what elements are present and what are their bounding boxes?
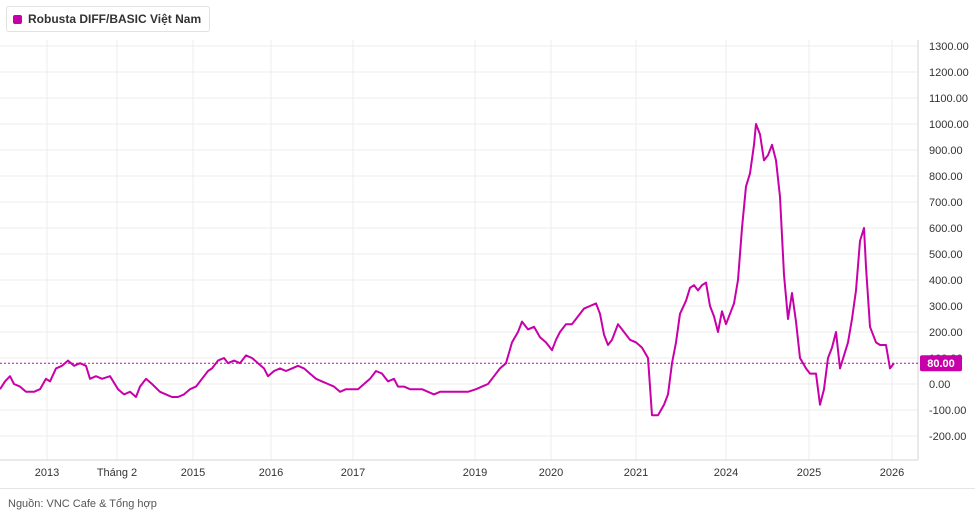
legend-label: Robusta DIFF/BASIC Việt Nam	[28, 12, 202, 26]
y-tick-label: 500.00	[929, 249, 963, 261]
footer-divider	[0, 488, 975, 489]
legend-swatch	[13, 14, 22, 24]
y-tick-label: 0.00	[929, 379, 950, 391]
y-tick-label: 200.00	[929, 327, 963, 339]
x-tick-label: 2024	[714, 467, 738, 479]
x-tick-label: 2016	[259, 467, 283, 479]
series-line	[0, 123, 895, 417]
x-tick-label: 2026	[880, 467, 904, 479]
y-tick-label: 900.00	[929, 145, 963, 157]
y-tick-label: -100.00	[929, 405, 966, 417]
y-tick-label: 700.00	[929, 197, 963, 209]
x-tick-label: 2020	[539, 467, 563, 479]
y-tick-label: 1100.00	[929, 93, 968, 105]
y-tick-label: 1300.00	[929, 41, 969, 53]
y-tick-label: 1200.00	[929, 67, 969, 79]
x-tick-label: 2019	[463, 467, 487, 479]
x-tick-label: 2017	[341, 467, 365, 479]
x-tick-label: Tháng 2	[97, 467, 137, 479]
line-chart: 1300.00 1200.00 1100.00 1000.00 900.00 800.00…	[0, 40, 969, 479]
y-tick-label: 800.00	[929, 171, 963, 183]
x-tick-label: 2015	[181, 467, 205, 479]
y-tick-label: 300.00	[929, 301, 963, 313]
x-tick-label: 2013	[35, 467, 59, 479]
x-tick-label: 2021	[624, 467, 648, 479]
y-tick-label: -200.00	[929, 431, 966, 443]
y-tick-label: 400.00	[929, 275, 963, 287]
x-tick-label: 2025	[797, 467, 821, 479]
last-value-badge	[920, 355, 962, 372]
chart-legend[interactable]: Robusta DIFF/BASIC Việt Nam	[6, 6, 211, 32]
last-value-label: 80.00	[927, 358, 955, 370]
y-tick-label: 1000.00	[929, 119, 969, 131]
source-note: Nguồn: VNC Cafe & Tổng hợp	[8, 498, 157, 510]
y-tick-label: 600.00	[929, 223, 963, 235]
